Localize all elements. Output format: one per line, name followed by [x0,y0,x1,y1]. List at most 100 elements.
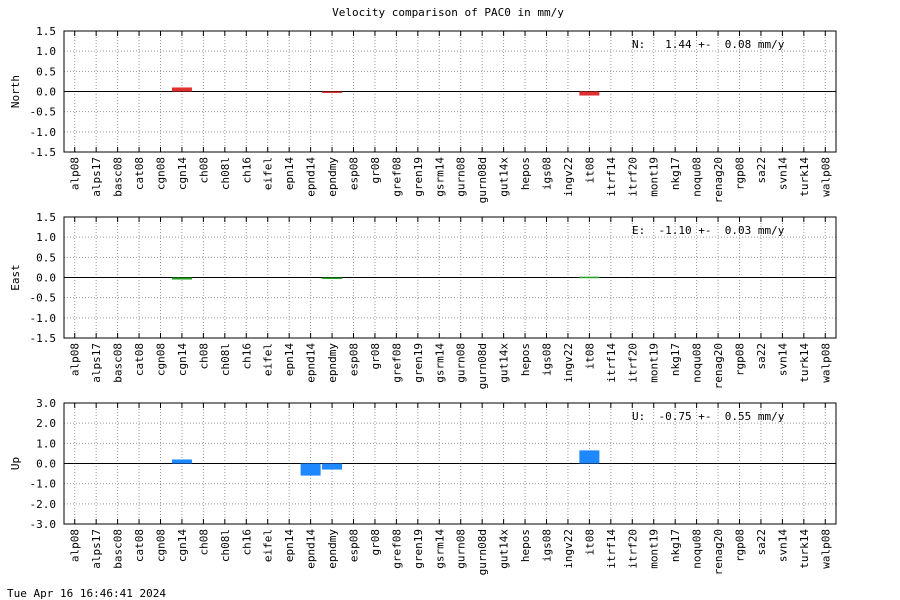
x-tick-label: itrf14 [605,529,618,569]
x-tick-label: ch08l [219,343,232,376]
x-tick-label: ch08l [219,157,232,190]
x-tick-label: esp08 [348,343,361,376]
y-tick-label: 1.0 [36,231,56,244]
x-tick-label: epndmy [326,343,339,383]
x-tick-label: noqu08 [691,529,704,569]
x-tick-label: esp08 [348,529,361,562]
x-tick-label: gut14x [498,157,511,197]
x-tick-label: nkg17 [669,529,682,562]
x-tick-label: hepos [519,343,532,376]
plot-frame [63,402,837,525]
y-tick-label: 1.0 [36,45,56,58]
x-tick-label: sa22 [755,529,768,556]
x-tick-label: svn14 [776,343,789,376]
x-tick-label: gr08 [369,529,382,556]
x-tick-label: cgn08 [155,343,168,376]
x-tick-label: cat08 [133,157,146,190]
x-tick-label: alp08 [69,343,82,376]
x-tick-label: cat08 [133,529,146,562]
y-tick-label: 1.0 [36,437,56,450]
y-tick-label: -1.0 [30,312,57,325]
x-tick-label: renag20 [712,343,725,389]
x-tick-label: noqu08 [691,343,704,383]
x-tick-label: ch08 [197,157,210,184]
x-tick-label: itrf14 [605,343,618,383]
x-tick-label: gurn08d [476,343,489,389]
x-tick-label: ingv22 [562,157,575,197]
x-tick-label: epndmy [326,157,339,197]
x-tick-label: it08 [583,529,596,556]
x-tick-label: nkg17 [669,343,682,376]
x-tick-label: gren19 [412,343,425,383]
x-tick-label: sa22 [755,157,768,184]
y-tick-label: 0.0 [36,86,56,99]
x-tick-label: eifel [262,343,275,376]
x-tick-label: alps17 [90,529,103,569]
x-tick-label: ch08 [197,529,210,556]
x-tick-label: basc08 [112,343,125,383]
x-tick-label: turk14 [798,529,811,569]
x-tick-label: mont19 [648,157,661,197]
x-tick-label: ch08 [197,343,210,370]
x-tick-label: walp08 [819,343,832,383]
annotation: E: -1.10 +- 0.03 mm/y [632,224,785,237]
x-tick-label: walp08 [819,529,832,569]
x-tick-label: eifel [262,529,275,562]
x-tick-label: gurn08d [476,157,489,203]
y-tick-label: -3.0 [30,518,57,531]
y-axis-label: Up [9,457,22,470]
x-tick-label: hepos [519,529,532,562]
y-tick-label: -1.5 [30,146,57,159]
x-tick-label: epnd14 [305,157,318,197]
x-tick-label: ch16 [240,529,253,556]
x-tick-label: gut14x [498,529,511,569]
bar [322,91,343,93]
bar [322,463,343,470]
annotation: U: -0.75 +- 0.55 mm/y [632,410,785,423]
x-tick-label: hepos [519,157,532,190]
y-tick-label: -0.5 [30,106,57,119]
x-tick-label: it08 [583,157,596,184]
x-tick-label: cat08 [133,343,146,376]
y-tick-label: -0.5 [30,292,57,305]
x-tick-label: gr08 [369,343,382,370]
y-tick-label: 2.0 [36,417,56,430]
x-tick-label: epn14 [283,529,296,562]
x-tick-label: gref08 [390,157,403,197]
x-tick-label: sa22 [755,343,768,370]
bar [171,277,192,280]
x-tick-label: epnd14 [305,343,318,383]
y-tick-label: 1.5 [36,25,56,38]
bar [579,91,600,96]
x-tick-label: basc08 [112,157,125,197]
x-tick-label: gut14x [498,343,511,383]
y-tick-label: 0.0 [36,272,56,285]
x-tick-label: gr08 [369,157,382,184]
x-tick-label: mont19 [648,343,661,383]
x-tick-label: ch08l [219,529,232,562]
x-tick-label: igs08 [541,529,554,562]
x-tick-label: itrf20 [626,529,639,569]
x-tick-label: ch16 [240,343,253,370]
x-tick-label: cgn14 [176,157,189,190]
x-tick-label: cgn08 [155,157,168,190]
y-axis-label: East [9,264,22,291]
timestamp: Tue Apr 16 16:46:41 2024 [7,587,166,600]
y-tick-label: 0.5 [36,251,56,264]
y-tick-label: 3.0 [36,397,56,410]
x-tick-label: igs08 [541,157,554,190]
y-tick-label: -1.0 [30,478,57,491]
x-tick-label: epnd14 [305,529,318,569]
x-tick-label: epn14 [283,343,296,376]
x-tick-label: epndmy [326,529,339,569]
x-tick-label: rgp08 [734,529,747,562]
x-tick-label: itrf20 [626,157,639,197]
bar [171,459,192,464]
x-tick-label: rgp08 [734,343,747,376]
x-tick-label: ch16 [240,157,253,184]
y-tick-label: 0.5 [36,65,56,78]
annotation: N: 1.44 +- 0.08 mm/y [632,38,785,51]
bar [579,276,600,279]
x-tick-label: gurn08 [455,157,468,197]
